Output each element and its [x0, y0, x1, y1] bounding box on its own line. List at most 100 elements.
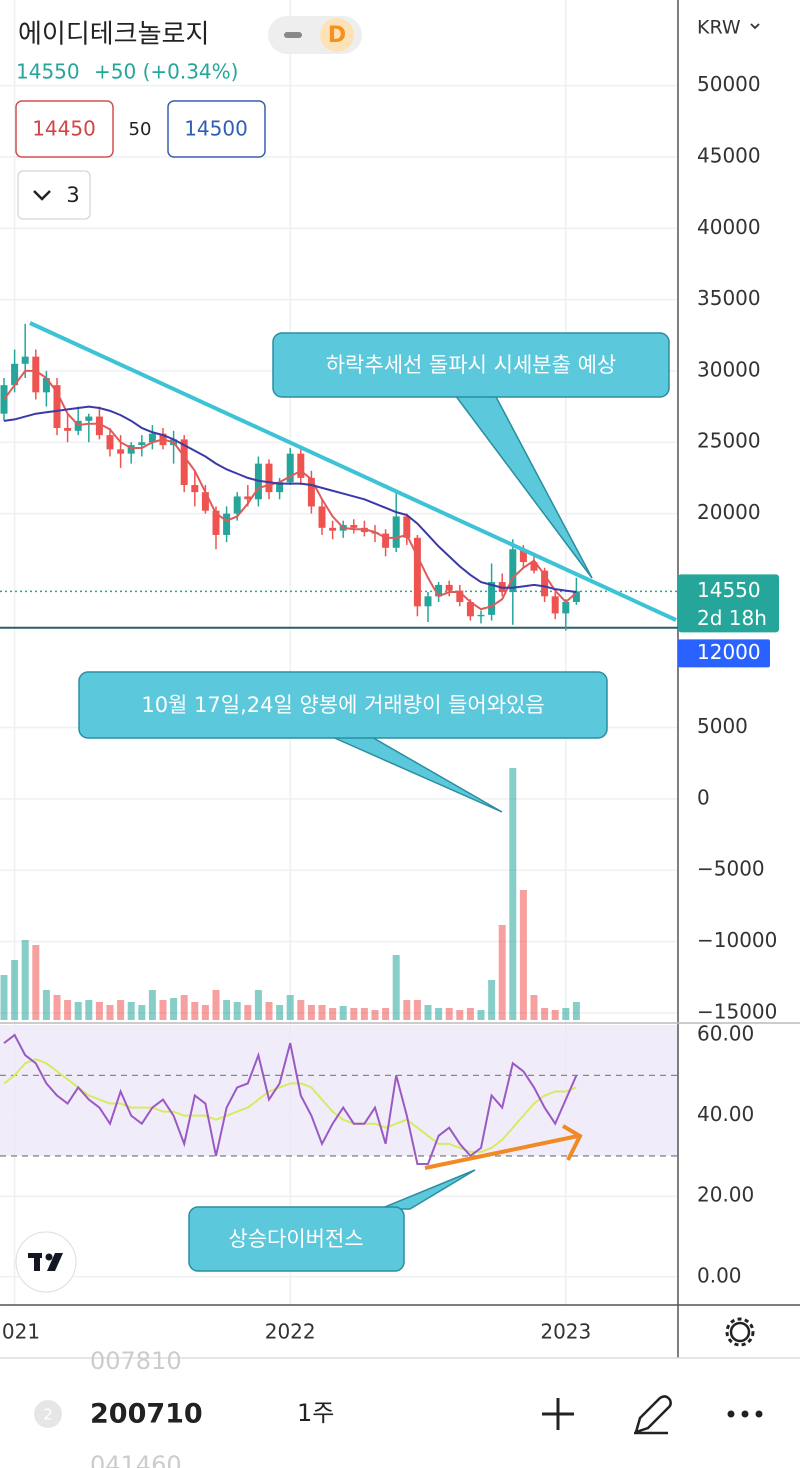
volume-bar [0, 975, 8, 1020]
candle-body [509, 549, 517, 593]
draw-button[interactable] [634, 1395, 672, 1435]
next-symbol[interactable]: 041460 [90, 1451, 182, 1468]
annotation-text: 10월 17일,24일 양봉에 거래량이 들어와있음 [141, 693, 544, 717]
currency[interactable]: KRW [697, 17, 741, 39]
candle-body [11, 363, 19, 386]
ma-fast-box [15, 100, 114, 158]
grid [0, 0, 678, 1305]
candle-body [456, 590, 464, 603]
toolbar: 007810 041460 2 200710 1주 [34, 1347, 763, 1468]
candle-body [223, 513, 231, 535]
volume-bar [541, 1008, 549, 1020]
candle-body [382, 533, 390, 548]
candle-body [191, 485, 199, 493]
volume-bar [233, 1002, 241, 1020]
callout: 하락추세선 돌파시 시세분출 예상 [272, 332, 670, 579]
y-tick-label: 30000 [697, 357, 761, 381]
candle-body [95, 416, 103, 436]
y-tick-label: 35000 [697, 286, 761, 310]
candle-body [64, 427, 72, 431]
candle-body [53, 385, 61, 428]
last-price-label: 14550 [697, 578, 761, 602]
add-button[interactable] [542, 1398, 574, 1430]
volume-bar [297, 1000, 305, 1020]
volume-bar [276, 1005, 284, 1020]
volume-bar [572, 1002, 580, 1020]
volume-bar [435, 1008, 443, 1020]
volume-bar [456, 1010, 464, 1020]
volume-bar [117, 1000, 125, 1020]
candle-body [488, 582, 496, 615]
volume-bar [159, 1000, 167, 1020]
volume-bar [53, 995, 61, 1020]
volume-bar [21, 940, 29, 1020]
annotation-text: 상승다이버전스 [228, 1227, 363, 1251]
candle-body [233, 496, 241, 514]
volume-bar [551, 1010, 559, 1020]
volume-bar [64, 1000, 72, 1020]
annotation-text: 하락추세선 돌파시 시세분출 예상 [326, 353, 617, 377]
symbol[interactable]: 200710 [90, 1399, 203, 1430]
rsi-line [3, 1058, 577, 1153]
prev-symbol[interactable]: 007810 [90, 1347, 182, 1375]
currency-chevron [750, 23, 760, 30]
volume-bar [403, 1000, 411, 1020]
ma-period: 50 [129, 119, 152, 140]
candle-body [318, 506, 326, 528]
symbol-index: 2 [43, 1406, 53, 1424]
volume-bar [509, 768, 517, 1020]
price-labels: 5000045000400003500030000250002000050000… [0, 72, 779, 1344]
candle-body [297, 453, 305, 478]
y-tick-label: 20000 [697, 500, 761, 524]
volume-bar [329, 1008, 337, 1020]
logo[interactable] [15, 1231, 77, 1293]
volume-bar [477, 1010, 485, 1020]
interval[interactable]: 1주 [297, 1399, 334, 1427]
candle-body [519, 549, 527, 563]
candle-body [180, 439, 188, 486]
last-price-box [678, 574, 779, 633]
candle-body [445, 584, 453, 591]
ma-fast-value: 14450 [32, 117, 96, 141]
price-change: +50 (+0.34%) [94, 60, 238, 84]
volume-bar [424, 1005, 432, 1020]
volume-bar [286, 995, 294, 1020]
y-tick-label: −10000 [697, 928, 777, 952]
candle-body [477, 614, 485, 617]
symbol-title: 에이디테크놀로지 [18, 20, 209, 50]
ma-slow-box [167, 100, 266, 158]
candle-body [265, 463, 273, 493]
legend-toggle[interactable]: 3 [17, 170, 91, 220]
settings-icon[interactable] [725, 1317, 755, 1347]
candle-body [392, 516, 400, 548]
y-tick-label: 40000 [697, 215, 761, 239]
volume-bar [562, 1008, 570, 1020]
moving-average [3, 405, 577, 594]
volume-bar [382, 1008, 390, 1020]
candle-body [541, 570, 549, 597]
candle-body [424, 596, 432, 607]
status-pill[interactable]: D [268, 16, 362, 54]
candle-body [117, 449, 125, 454]
volume-bar [191, 1002, 199, 1020]
volume-bar [307, 1005, 315, 1020]
y-tick-label: 45000 [697, 143, 761, 167]
y-tick-label: 0 [697, 785, 710, 809]
candle-body [201, 492, 209, 511]
volume-bar [371, 1010, 379, 1020]
volume-bar [74, 1002, 82, 1020]
more-button[interactable] [727, 1410, 763, 1418]
x-tick-label: 2022 [265, 1320, 316, 1344]
y-tick-label: −5000 [697, 857, 765, 881]
candle-body [85, 416, 93, 421]
volume-bar [318, 1005, 326, 1020]
candle-body [307, 477, 315, 507]
candle-body [530, 562, 538, 571]
candle-body [466, 602, 474, 617]
candle-body [244, 496, 252, 500]
y-tick-label: 50000 [697, 72, 761, 96]
legend-count: 3 [66, 183, 79, 207]
candle-body [551, 596, 559, 614]
candle-body [32, 356, 40, 393]
